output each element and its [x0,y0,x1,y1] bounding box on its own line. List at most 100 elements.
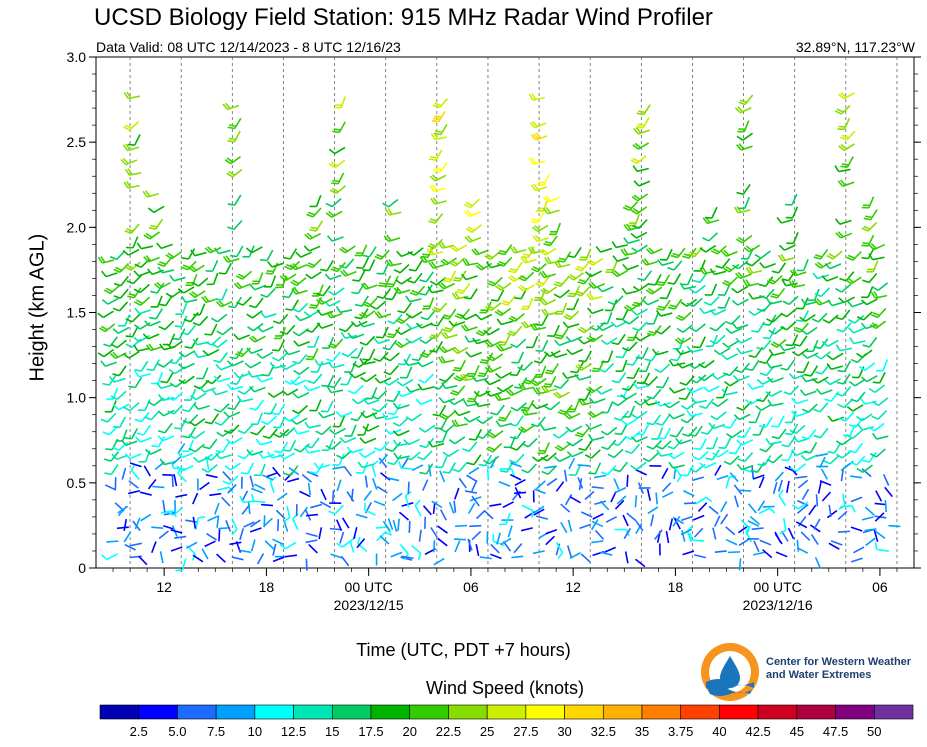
wind-barb [630,206,648,215]
wind-barb [611,372,627,384]
wind-barb [566,545,573,558]
wind-barb [872,432,889,440]
wind-barb [716,475,729,481]
wind-barb [846,429,863,439]
wind-barb [438,372,455,383]
wind-barb [265,472,278,478]
wind-barb [431,111,446,123]
wind-barb [683,490,695,497]
wind-barb [709,268,727,276]
wind-barb [374,249,390,260]
wind-barb [744,397,762,405]
wind-barb [428,149,443,161]
wind-barb [837,398,854,409]
wind-barb [800,454,818,461]
y-tick-label: 2.5 [67,134,87,150]
wind-barb [332,453,345,466]
wind-barb [595,246,613,253]
wind-barb [646,312,660,325]
wind-barb [396,378,414,387]
wind-barb [213,403,230,413]
wind-barb [370,300,387,310]
wind-barb [738,525,749,534]
wind-barb [152,485,165,489]
wind-barb [274,441,289,454]
wind-barb [363,502,376,516]
wind-barb [734,106,752,114]
wind-barb [169,379,186,388]
wind-barb [471,495,480,507]
wind-barb [804,365,819,377]
wind-barb [587,307,604,315]
wind-barb [284,554,298,558]
wind-barb [290,277,307,287]
wind-barb [148,218,164,230]
wind-barb [765,437,782,445]
wind-barb [431,302,448,313]
wind-barb [834,104,851,115]
wind-barb [250,519,261,528]
wind-barb [227,219,243,231]
wind-barb [713,515,721,527]
wind-barb [758,507,776,515]
wind-barb [125,312,142,323]
wind-barb [383,365,399,376]
wind-barb [451,346,469,355]
wind-barb [236,395,254,403]
wind-barb [704,283,718,296]
wind-barb [733,413,751,421]
wind-barb [622,514,629,527]
wind-barb [160,371,174,384]
wind-barb [709,308,727,316]
wind-barb [483,327,500,336]
wind-barb [190,249,207,257]
wind-barb [464,490,478,494]
wind-barb [590,519,599,531]
wind-barb [374,377,392,384]
wind-barb [735,271,752,280]
wind-barb [205,259,219,273]
wind-barb [331,490,335,503]
wind-barb [202,348,220,356]
wind-barb [681,515,693,522]
wind-barb [605,260,618,274]
wind-barb [100,360,117,367]
wind-barb [126,274,143,285]
wind-barb [335,411,353,418]
wind-barb [774,533,783,545]
wind-barb [622,405,636,418]
wind-barb [128,376,143,389]
wind-barb [407,481,410,494]
wind-barb [717,283,731,296]
wind-barb [319,501,332,509]
wind-barb [294,314,312,322]
wind-barb [633,127,650,135]
wind-barb [668,461,685,469]
wind-barb [596,286,614,293]
wind-barb [712,527,717,540]
wind-barb [386,326,401,339]
wind-barb [123,402,140,412]
wind-barb [356,538,366,549]
wind-barb [407,272,423,284]
wind-barb [584,449,601,459]
wind-barb [181,324,197,336]
wind-barb [624,443,641,455]
wind-barb [541,308,558,317]
wind-barb [554,339,571,347]
wind-barb [675,311,692,322]
wind-barb [626,354,641,366]
wind-barb [98,323,116,333]
wind-barb [397,302,412,314]
wind-barb [535,314,549,327]
wind-barb [385,441,402,453]
wind-barb [628,214,640,227]
wind-barb [506,325,523,337]
wind-barb [858,362,876,371]
wind-barb [821,275,839,282]
wind-barb [600,337,618,346]
wind-barb [754,250,771,259]
wind-barb [694,554,707,559]
wind-barb [221,496,231,507]
wind-barb [101,297,119,305]
